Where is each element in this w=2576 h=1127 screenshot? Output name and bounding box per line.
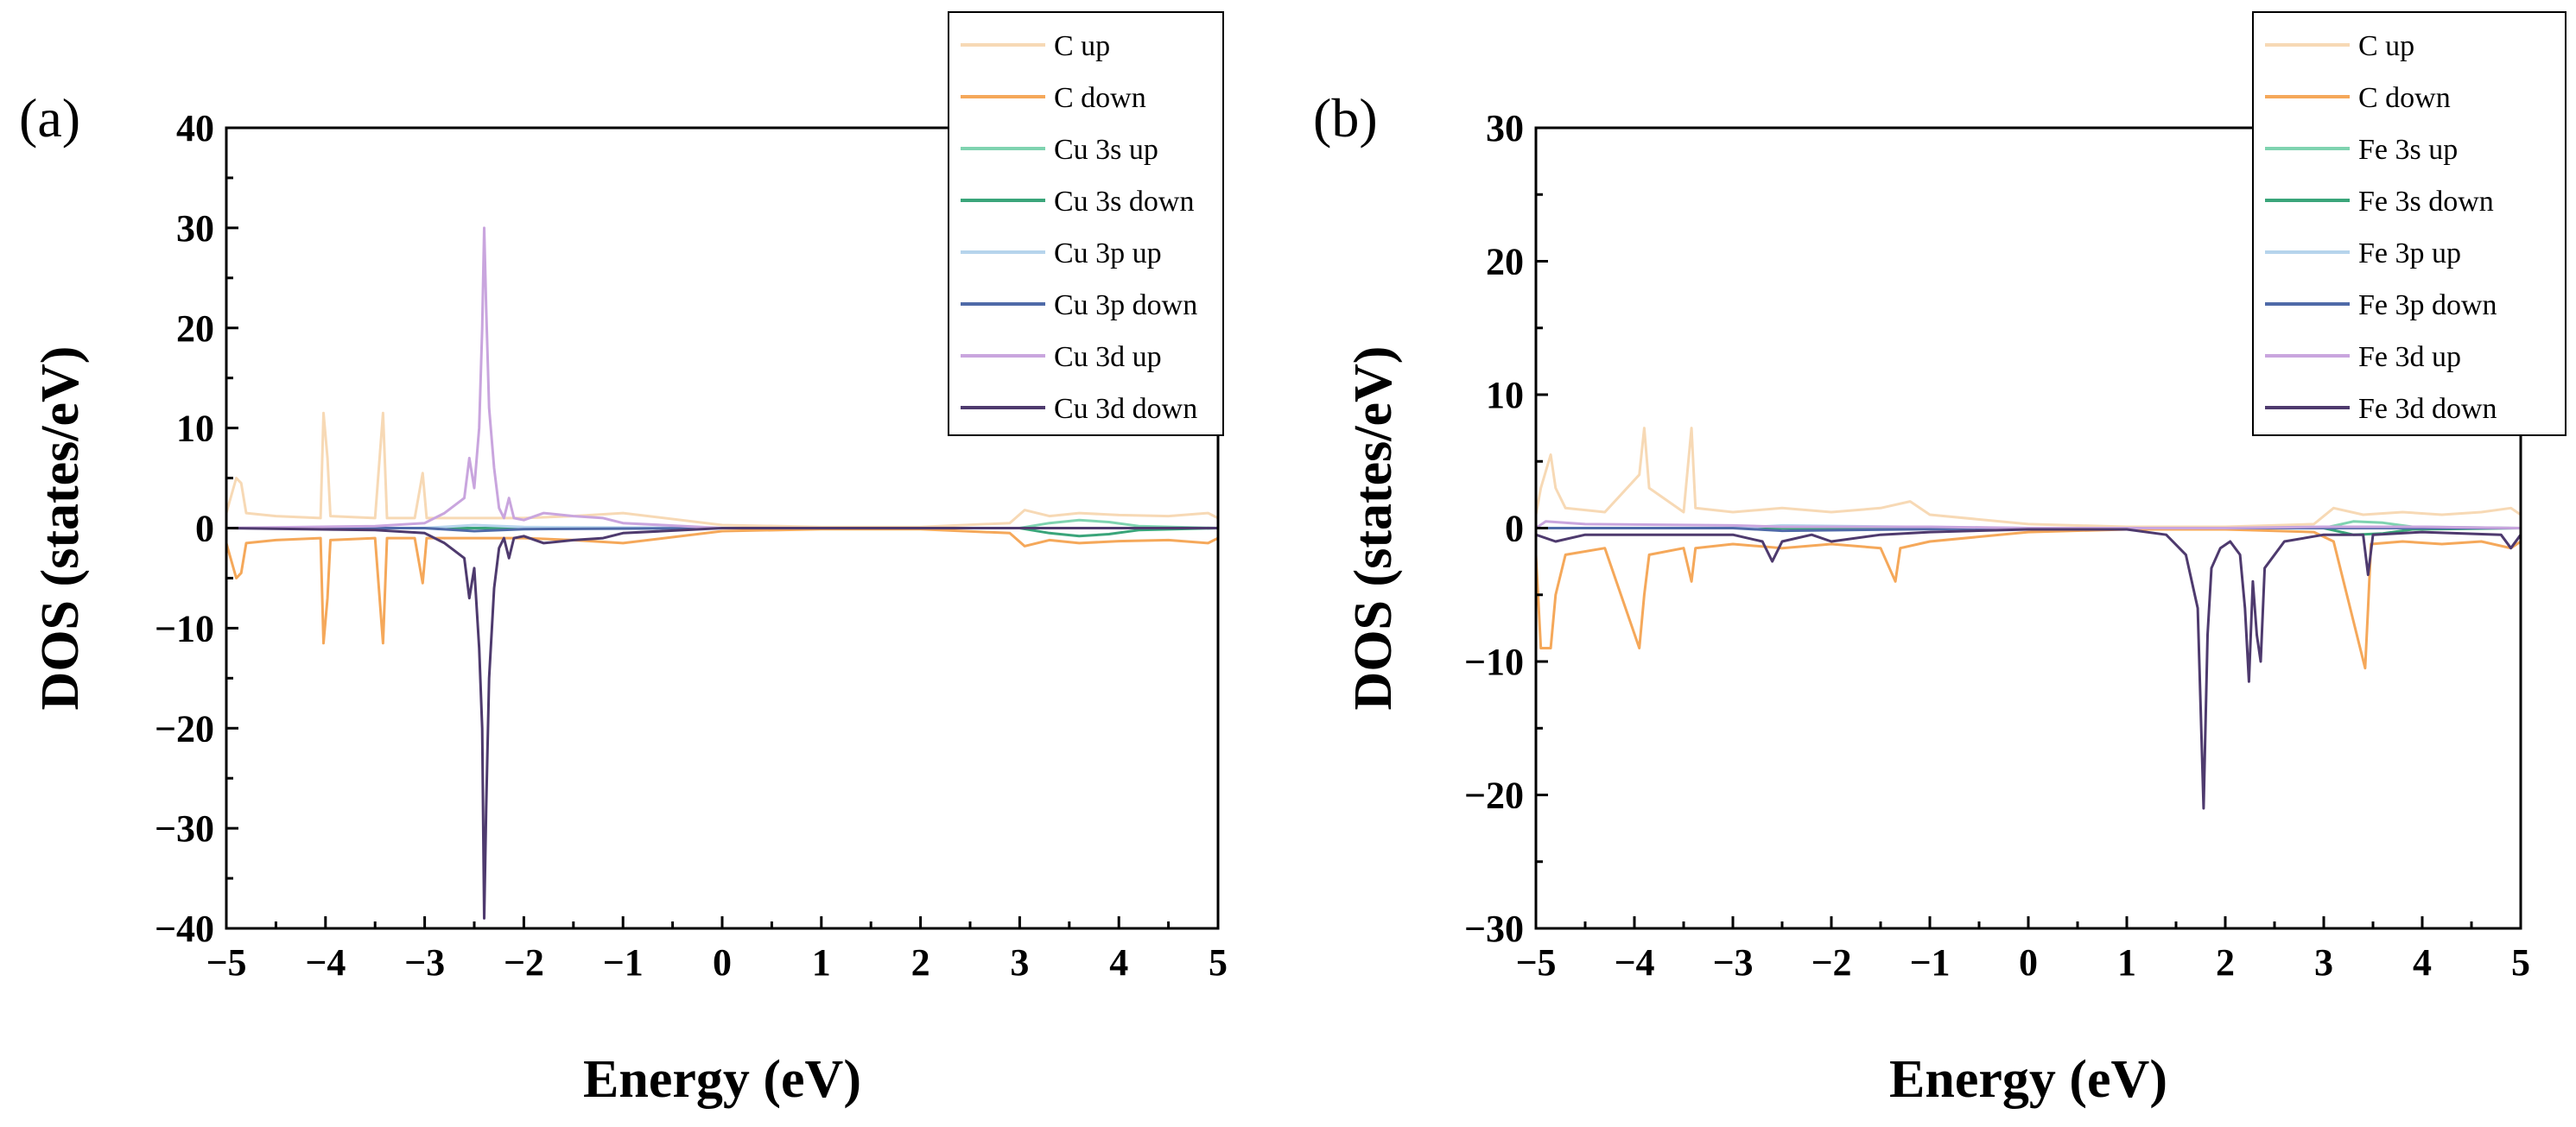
panel-0-x-tick-label: 2 [911,941,930,984]
panel-0-legend-label-c-up: C up [1054,30,1110,62]
panel-1-y-tick-label: −30 [1464,908,1524,950]
panel-0-series-line-cu-3d-up [226,226,1218,529]
panel-1-legend-label-fe-3d-up: Fe 3d up [2358,341,2461,373]
panel-1-y-axis-title: DOS (states/eV) [1344,346,1403,711]
panel-0-legend-label-cu-3d-down: Cu 3d down [1054,393,1197,425]
panel-1-x-tick-label: 2 [2216,941,2235,984]
panel-0-x-tick-label: 0 [713,941,732,984]
panel-1-x-tick-label: 4 [2413,941,2432,984]
panel-0-chart: (a)−5 −4 −3 −2 −1 0 1 2 3 4 5−40−30−20−10010203040… [19,11,1228,1109]
panel-1-letter: (b) [1313,87,1378,149]
panel-1-x-tick-label: −1 [1909,941,1950,984]
panel-0-x-tick-label: −3 [404,941,445,984]
panel-1-series-line-c-down [1536,528,2521,670]
panel-1-legend-label-fe-3d-down: Fe 3d down [2358,393,2497,425]
panel-0-y-tick-label: 0 [195,508,214,550]
panel-0-y-tick-label: 40 [176,107,214,149]
panel-0-y-tick-label: −10 [155,607,214,649]
panel-1-legend-label-fe-3s-down: Fe 3s down [2358,186,2494,218]
panel-1-x-tick-label: 3 [2314,941,2333,984]
panel-1-y-tick-label: −20 [1464,775,1524,817]
panel-0-legend-label-cu-3d-up: Cu 3d up [1054,341,1162,373]
panel-1-legend-label-fe-3s-up: Fe 3s up [2358,134,2458,166]
panel-0-x-tick-label: 4 [1109,941,1128,984]
panel-1-x-axis-title: Energy (eV) [1889,1050,2167,1109]
panel-0-y-tick-label: 10 [176,408,214,450]
panel-0-legend: C up C down Cu 3s up Cu 3s down Cu 3p up Cu 3… [948,11,1224,436]
panel-0-legend-label-cu-3s-up: Cu 3s up [1054,134,1158,166]
panel-0-legend-label-cu-3p-down: Cu 3p down [1054,289,1197,321]
panel-1-series-line-c-up [1536,427,2521,529]
panel-1-chart: (b)−5 −4 −3 −2 −1 0 1 2 3 4 5−30−20−100102030Energ… [1313,11,2566,1109]
panel-1-legend: C up C down Fe 3s up Fe 3s down Fe 3p up Fe 3… [2252,11,2566,436]
panel-1-x-tick-label: −5 [1515,941,1556,984]
panel-1-x-tick-label: 5 [2511,941,2530,984]
panel-1-y-tick-label: 20 [1486,241,1524,283]
panel-1-y-tick-label: −10 [1464,641,1524,683]
panel-1-x-tick-label: −4 [1614,941,1654,984]
panel-0-x-tick-label: 3 [1010,941,1029,984]
panel-1-y-tick-label: 30 [1486,107,1524,149]
panel-0-y-tick-label: 20 [176,307,214,350]
panel-0-x-tick-label: −4 [305,941,346,984]
panel-0-x-tick-label: −2 [504,941,544,984]
panel-1-legend-label-fe-3p-up: Fe 3p up [2358,237,2461,269]
panel-0-x-tick-label: −1 [603,941,644,984]
panel-1-legend-label-c-up: C up [2358,30,2414,62]
panel-0-y-tick-label: −40 [155,908,214,950]
panel-1-y-tick-label: 0 [1505,508,1524,550]
panel-1-series-group [1536,427,2521,810]
panel-1-x-tick-label: −3 [1712,941,1753,984]
panel-0-series-line-c-down [226,528,1218,645]
panel-0-x-tick-label: 1 [812,941,831,984]
panel-0-y-tick-label: 30 [176,207,214,250]
panel-0-legend-label-cu-3s-down: Cu 3s down [1054,186,1194,218]
panel-1-series-line-fe-3d-down [1536,528,2521,810]
panel-0-x-tick-label: −5 [206,941,246,984]
panel-1-series-line-fe-3d-up [1536,520,2521,529]
panel-0-y-tick-label: −30 [155,807,214,850]
panel-0-legend-box [948,11,1224,436]
panel-0-y-axis-title: DOS (states/eV) [31,346,90,711]
panel-0-letter: (a) [19,87,80,149]
panel-1-x-tick-label: 0 [2019,941,2038,984]
panel-1-legend-box [2252,11,2566,436]
panel-0-legend-label-c-down: C down [1054,82,1146,114]
panel-1-legend-label-fe-3p-down: Fe 3p down [2358,289,2497,321]
panel-1-y-tick-label: 10 [1486,374,1524,416]
panel-0-series-group [226,226,1218,920]
panel-0-x-axis-title: Energy (eV) [583,1050,861,1109]
panel-0-legend-label-cu-3p-up: Cu 3p up [1054,237,1162,269]
panel-0-series-line-c-up [226,411,1218,529]
panel-1-legend-label-c-down: C down [2358,82,2451,114]
panel-0-y-tick-label: −20 [155,707,214,750]
panel-1-x-tick-label: −2 [1811,941,1851,984]
panel-0-series-line-cu-3d-down [226,527,1218,920]
panel-0-x-tick-label: 5 [1209,941,1228,984]
panel-1-x-tick-label: 1 [2117,941,2136,984]
